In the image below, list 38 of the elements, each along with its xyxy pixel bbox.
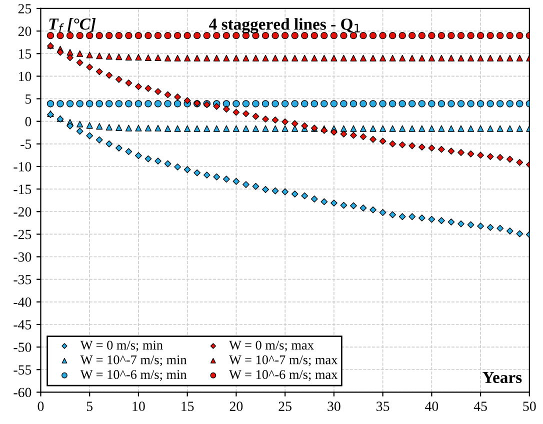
- y-tick-label: -10: [14, 162, 32, 172]
- legend-label: W = 10^-6 m/s; min: [80, 370, 187, 381]
- y-tick-label: -30: [14, 252, 32, 262]
- y-axis-title: T$_{f}$ [°C]: [49, 18, 96, 32]
- y-tick-label: 0: [25, 116, 32, 126]
- x-tick-label: 50: [523, 402, 536, 411]
- legend-label: W = 10^-7 m/s; max: [229, 355, 338, 366]
- x-tick-label: 5: [86, 402, 93, 411]
- y-tick-label: -25: [14, 230, 32, 240]
- y-tick-label: -20: [14, 207, 32, 217]
- legend-label: W = 10^-7 m/s; min: [80, 355, 187, 366]
- x-tick-label: 20: [230, 402, 243, 411]
- y-tick-label: 20: [18, 26, 32, 36]
- x-tick-label: 30: [328, 402, 340, 411]
- x-tick-label: 45: [474, 402, 487, 411]
- y-tick-label: 15: [19, 49, 32, 59]
- legend-label: W = 0 m/s; min: [80, 340, 163, 352]
- legend-label: W = 10^-6 m/s; max: [229, 370, 338, 381]
- y-tick-label: -60: [14, 388, 32, 398]
- x-tick-label: 40: [425, 402, 438, 411]
- y-tick-label: -15: [14, 184, 32, 194]
- x-tick-label: 25: [278, 402, 292, 411]
- x-tick-label: 10: [132, 402, 145, 411]
- y-tick-label: 10: [19, 72, 32, 82]
- x-tick-label: 15: [182, 402, 194, 411]
- x-tick-label: 0: [38, 402, 44, 411]
- x-axis-title: Years: [482, 372, 522, 384]
- x-tick-label: 35: [376, 402, 390, 411]
- text: 4 staggered lines - Q$_{1}$: [209, 18, 360, 34]
- legend-label: W = 0 m/s; max: [229, 340, 314, 352]
- y-tick-label: 25: [18, 4, 32, 14]
- y-tick-label: -55: [14, 365, 32, 375]
- y-tick-label: -5: [20, 140, 32, 149]
- y-tick-label: -35: [14, 274, 32, 284]
- y-tick-label: -50: [14, 342, 32, 352]
- y-tick-label: 5: [26, 94, 32, 104]
- y-tick-label: -45: [14, 320, 32, 330]
- y-tick-label: -40: [14, 297, 32, 307]
